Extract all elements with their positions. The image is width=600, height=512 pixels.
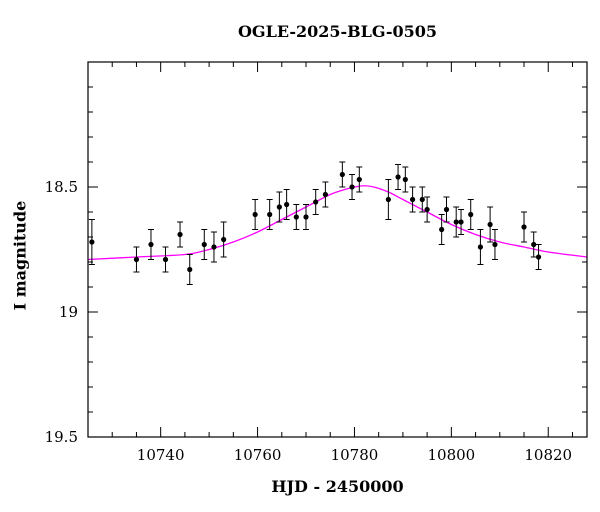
data-point [201,229,208,260]
data-point [419,186,426,213]
data-point-marker [385,196,391,203]
data-point-marker [133,256,140,263]
data-point-marker [468,211,474,218]
data-point-marker [313,199,319,205]
plot-frame [87,61,588,438]
data-point [210,231,217,263]
data-point-marker [187,266,193,273]
data-point-marker [458,219,464,225]
data-point-marker [339,171,345,178]
data-point [147,229,154,260]
data-point-marker [221,236,227,243]
x-tick-label: 10760 [234,446,282,464]
data-point [162,246,169,273]
axis-ticks: 10740 10760 10780 10800 10820 18.5 19 19.5 [45,61,587,464]
data-point [467,199,474,230]
data-point-marker [284,201,290,208]
data-point-marker [267,211,273,218]
data-point-marker [535,254,542,260]
data-point-marker [402,176,408,183]
model-curve [87,185,588,261]
data-point-marker [409,196,416,203]
data-point [252,199,259,230]
data-point-marker [477,244,484,250]
data-point [312,189,319,215]
data-point-marker [487,221,493,228]
data-point [458,209,465,235]
data-point [293,204,300,230]
data-point-marker [201,241,207,248]
data-point [453,206,460,238]
data-point-marker [89,239,95,245]
data-point [477,229,484,265]
data-point-marker [148,241,154,248]
data-point-marker [521,224,527,230]
data-point [491,229,498,260]
data-point [487,206,494,243]
y-tick-label: 19.5 [45,428,78,446]
data-point [535,244,542,270]
data-point [385,179,392,220]
model-layer [87,185,588,261]
data-point-marker [211,244,217,250]
data-point-marker [303,214,309,220]
data-point-marker [356,176,362,183]
data-point [220,221,227,258]
data-point [177,221,184,248]
x-tick-label: 10780 [331,446,379,464]
data-point [395,164,402,190]
data-point-marker [349,184,355,190]
data-point [349,174,356,200]
data-point [339,161,346,188]
x-tick-label: 10740 [137,446,185,464]
data-point-marker [322,191,328,198]
data-point [266,199,273,230]
data-point [530,231,537,258]
data-point [276,191,283,223]
data-point-marker [276,204,282,210]
data-points [88,161,542,285]
data-point [356,166,363,193]
data-point-marker [424,206,430,213]
data-point [424,196,431,223]
x-axis-label: HJD - 2450000 [271,477,404,496]
data-point [443,196,450,223]
data-point [186,254,193,285]
data-point-marker [419,196,425,203]
data-point-marker [177,231,183,238]
data-point [438,214,445,245]
data-point-marker [252,211,258,218]
data-point-marker [443,206,450,213]
data-point [322,181,329,208]
data-point [402,166,409,193]
data-point-marker [395,174,401,180]
data-point [303,204,310,230]
y-tick-label: 18.5 [45,178,78,196]
data-point-marker [439,226,445,233]
data-point [521,211,528,243]
data-point-marker [492,241,498,248]
chart-title: OGLE-2025-BLG-0505 [237,22,438,41]
data-point-marker [293,214,299,220]
data-point-marker [453,219,459,225]
data-point-marker [162,256,169,263]
y-tick-label: 19 [59,303,78,321]
data-point [283,189,290,220]
data-point [133,246,140,273]
x-tick-label: 10800 [427,446,475,464]
data-point [409,186,416,213]
x-tick-label: 10820 [524,446,572,464]
data-point [88,219,95,265]
data-point-marker [531,241,537,248]
